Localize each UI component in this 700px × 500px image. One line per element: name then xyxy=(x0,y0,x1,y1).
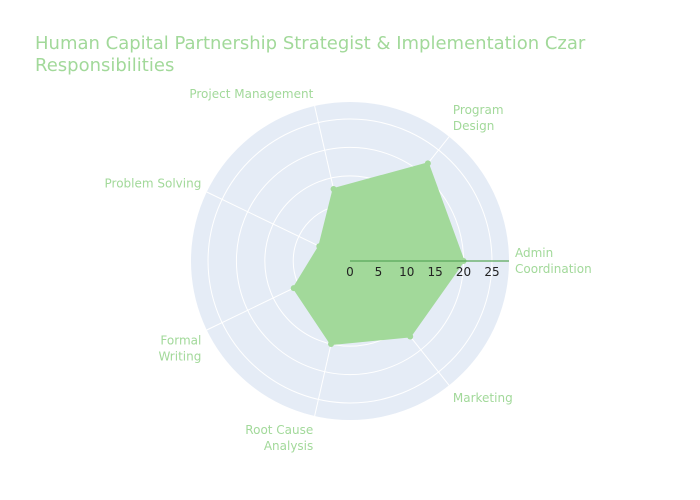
radial-tick-label: 0 xyxy=(346,265,354,279)
category-label-admin-coordination: Admin Coordination xyxy=(515,246,592,276)
data-point-marketing[interactable] xyxy=(407,333,413,339)
data-point-project-management[interactable] xyxy=(331,186,337,192)
data-point-root-cause-analysis[interactable] xyxy=(328,341,334,347)
radial-tick-label: 5 xyxy=(375,265,383,279)
radial-tick-label: 25 xyxy=(484,265,499,279)
radial-tick-label: 15 xyxy=(428,265,443,279)
category-label-project-management: Project Management xyxy=(189,87,313,101)
category-label-formal-writing: Formal Writing xyxy=(158,334,201,364)
data-point-program-design[interactable] xyxy=(425,160,431,166)
data-point-problem-solving[interactable] xyxy=(316,243,322,249)
radial-tick-label: 10 xyxy=(399,265,414,279)
category-label-program-design: Program Design xyxy=(453,103,504,133)
category-label-problem-solving: Problem Solving xyxy=(105,176,202,190)
radial-tick-label: 20 xyxy=(456,265,471,279)
category-label-marketing: Marketing xyxy=(453,391,513,405)
data-point-formal-writing[interactable] xyxy=(291,285,297,291)
category-label-root-cause-analysis: Root Cause Analysis xyxy=(245,423,313,453)
